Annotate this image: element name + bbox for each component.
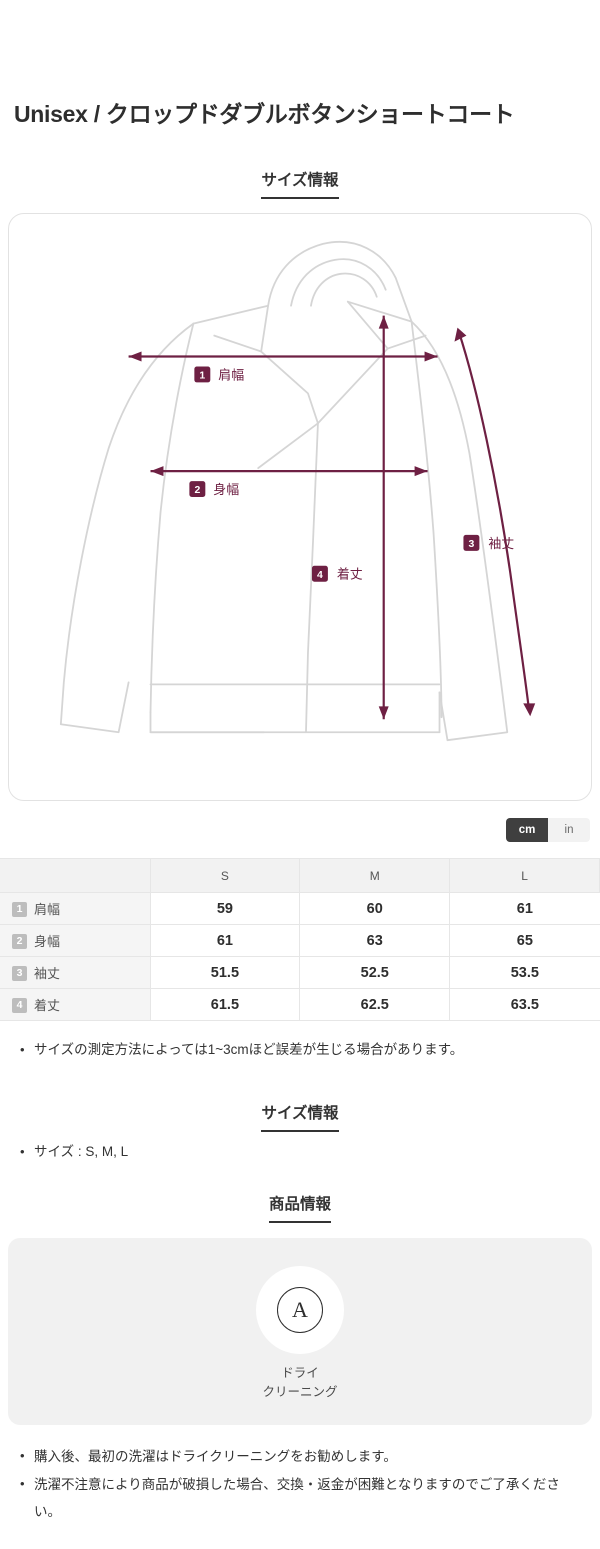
table-header-row: S M L <box>0 858 600 893</box>
cell-length-l: 63.5 <box>449 988 600 1021</box>
cell-chest-s: 61 <box>149 924 301 957</box>
measure-line-chest-width <box>150 466 428 477</box>
svg-text:2: 2 <box>194 485 200 496</box>
table-header-corner <box>0 858 151 893</box>
care-notes-list: 購入後、最初の洗濯はドライクリーニングをお勧めします。 洗濯不注意により商品が破… <box>14 1443 586 1526</box>
unit-toggle-in[interactable]: in <box>548 818 590 842</box>
section-heading-label: 商品情報 <box>268 1196 331 1223</box>
table-row: 2 身幅 61 63 65 <box>0 924 600 957</box>
cell-sleeve-s: 51.5 <box>149 956 301 989</box>
note-tolerance-item: サイズの測定方法によっては1~3cmほど誤差が生じる場合があります。 <box>14 1038 586 1063</box>
dim-label-1: 1 肩幅 <box>194 366 244 382</box>
measure-line-total-length <box>378 315 389 720</box>
row-badge-1: 1 <box>12 902 27 918</box>
size-table: S M L 1 肩幅 59 60 61 2 身幅 61 63 65 <box>0 858 600 1021</box>
care-instruction-panel: A ドライ クリーニング <box>8 1238 592 1425</box>
section-heading-size-info-2: サイズ情報 <box>0 1105 600 1132</box>
svg-text:3: 3 <box>468 539 474 550</box>
unit-toggle-cm[interactable]: cm <box>506 818 548 842</box>
cell-chest-l: 65 <box>449 924 600 957</box>
care-icon-background: A <box>256 1266 344 1354</box>
garment-diagram-svg: 1 肩幅 2 身幅 3 袖丈 <box>59 240 536 742</box>
care-label-line2: クリーニング <box>262 1385 338 1400</box>
care-note-item: 購入後、最初の洗濯はドライクリーニングをお勧めします。 <box>14 1443 586 1471</box>
cell-length-m: 62.5 <box>299 988 451 1021</box>
svg-text:1: 1 <box>199 370 205 381</box>
garment-diagram-container: 1 肩幅 2 身幅 3 袖丈 <box>8 213 592 801</box>
section-heading-label: サイズ情報 <box>261 172 339 199</box>
row-label-text: 袖丈 <box>34 965 61 981</box>
care-note-item: 洗濯不注意により商品が破損した場合、交換・返金が困難となりますのでご了承ください… <box>14 1471 586 1526</box>
care-label-line1: ドライ <box>281 1366 319 1380</box>
table-row-label-length: 4 着丈 <box>0 988 151 1021</box>
table-header-m: M <box>299 858 451 893</box>
table-row-label-chest: 2 身幅 <box>0 924 151 957</box>
cell-sleeve-m: 52.5 <box>299 956 451 989</box>
cell-shoulder-m: 60 <box>299 892 451 925</box>
table-row: 4 着丈 61.5 62.5 63.5 <box>0 988 600 1021</box>
cell-shoulder-l: 61 <box>449 892 600 925</box>
svg-text:4: 4 <box>317 570 323 581</box>
note-tolerance-list: サイズの測定方法によっては1~3cmほど誤差が生じる場合があります。 <box>14 1038 586 1063</box>
note-sizes-item: サイズ : S, M, L <box>14 1140 586 1165</box>
row-label-text: 身幅 <box>34 933 61 949</box>
page-title: Unisex / クロップドダブルボタンショートコート <box>14 101 515 127</box>
measure-line-sleeve-length <box>454 327 536 717</box>
cell-chest-m: 63 <box>299 924 451 957</box>
table-row-label-sleeve: 3 袖丈 <box>0 956 151 989</box>
row-label-text: 着丈 <box>34 997 61 1013</box>
table-header-l: L <box>449 858 600 893</box>
section-heading-size-info: サイズ情報 <box>0 172 600 199</box>
care-label: ドライ クリーニング <box>262 1364 337 1403</box>
cell-length-s: 61.5 <box>149 988 301 1021</box>
section-heading-label: サイズ情報 <box>261 1105 339 1132</box>
table-header-s: S <box>149 858 301 893</box>
table-row-label-shoulder: 1 肩幅 <box>0 892 151 925</box>
svg-text:着丈: 着丈 <box>337 567 363 582</box>
table-row: 3 袖丈 51.5 52.5 53.5 <box>0 956 600 989</box>
unit-toggle[interactable]: cm in <box>506 818 590 842</box>
note-sizes-list: サイズ : S, M, L <box>14 1140 586 1165</box>
svg-text:肩幅: 肩幅 <box>218 367 244 382</box>
garment-outline-icon <box>59 240 509 742</box>
measure-line-shoulder-width <box>128 351 438 362</box>
cell-sleeve-l: 53.5 <box>449 956 600 989</box>
row-badge-3: 3 <box>12 966 27 982</box>
svg-text:身幅: 身幅 <box>213 482 239 497</box>
row-badge-2: 2 <box>12 934 27 950</box>
dim-label-4: 4 着丈 <box>311 565 363 582</box>
dim-label-3: 3 袖丈 <box>463 534 514 551</box>
care-item-dry-clean: A ドライ クリーニング <box>8 1266 592 1403</box>
dry-clean-icon: A <box>277 1287 323 1333</box>
row-label-text: 肩幅 <box>34 901 61 917</box>
section-heading-product-info: 商品情報 <box>0 1196 600 1223</box>
table-row: 1 肩幅 59 60 61 <box>0 892 600 925</box>
row-badge-4: 4 <box>12 998 27 1014</box>
svg-text:袖丈: 袖丈 <box>488 536 514 551</box>
dim-label-2: 2 身幅 <box>189 481 239 497</box>
cell-shoulder-s: 59 <box>149 892 301 925</box>
